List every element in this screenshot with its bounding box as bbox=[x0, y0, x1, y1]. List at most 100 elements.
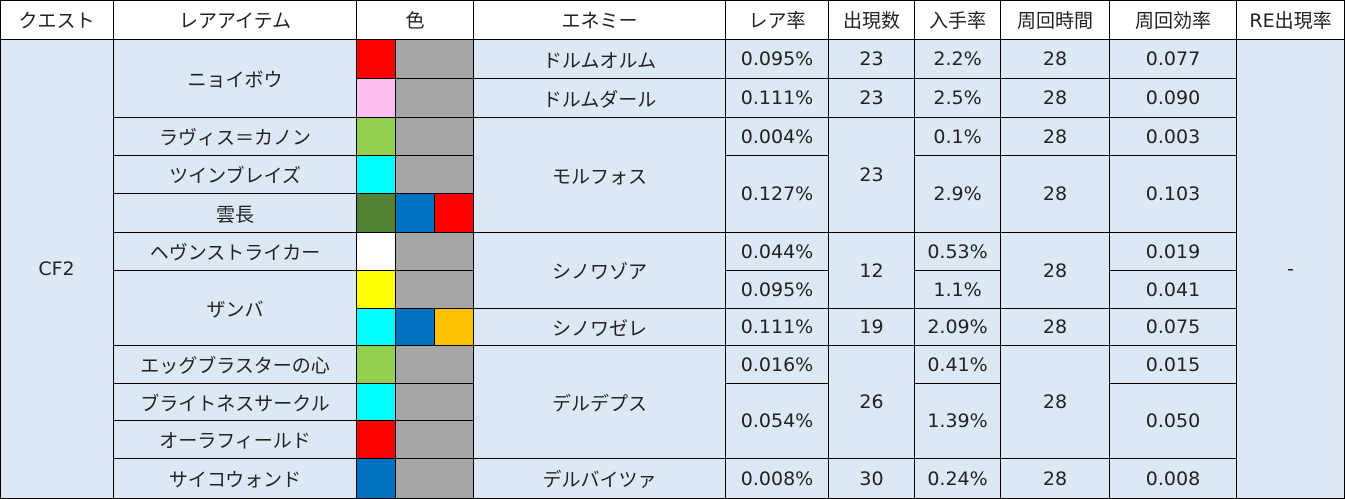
item-cell: ブライトネスサークル bbox=[114, 384, 357, 421]
color-swatch-blue bbox=[396, 309, 435, 346]
color-swatch-light-green bbox=[357, 118, 396, 156]
loop-time-cell: 28 bbox=[1001, 233, 1110, 309]
efficiency-cell: 0.003 bbox=[1110, 118, 1237, 156]
spawn-count-cell: 26 bbox=[829, 346, 915, 459]
color-swatch-gray bbox=[396, 156, 474, 194]
header-color: 色 bbox=[357, 0, 474, 40]
color-swatch-blue bbox=[396, 194, 435, 233]
item-cell: ザンバ bbox=[114, 271, 357, 346]
header-spawn-count: 出現数 bbox=[829, 0, 915, 40]
rare-rate-cell: 0.095% bbox=[726, 40, 829, 79]
obtain-rate-cell: 2.5% bbox=[915, 79, 1001, 118]
obtain-rate-cell: 0.53% bbox=[915, 233, 1001, 271]
rare-rate-cell: 0.054% bbox=[726, 384, 829, 459]
rare-rate-cell: 0.095% bbox=[726, 271, 829, 309]
rare-rate-cell: 0.111% bbox=[726, 309, 829, 346]
item-cell: ヘヴンストライカー bbox=[114, 233, 357, 271]
loop-time-cell: 28 bbox=[1001, 118, 1110, 156]
header-loop-efficiency: 周回効率 bbox=[1110, 0, 1237, 40]
color-swatch-dark-green bbox=[357, 194, 396, 233]
quest-cell: CF2 bbox=[0, 40, 114, 499]
item-cell: オーラフィールド bbox=[114, 421, 357, 459]
header-re-rate: RE出現率 bbox=[1237, 0, 1345, 40]
enemy-cell: モルフォス bbox=[474, 118, 726, 233]
loop-time-cell: 28 bbox=[1001, 79, 1110, 118]
obtain-rate-cell: 0.1% bbox=[915, 118, 1001, 156]
color-swatch-cyan bbox=[357, 384, 396, 421]
color-swatch-light-green bbox=[357, 346, 396, 384]
obtain-rate-cell: 1.39% bbox=[915, 384, 1001, 459]
loop-time-cell: 28 bbox=[1001, 459, 1110, 499]
obtain-rate-cell: 0.41% bbox=[915, 346, 1001, 384]
color-swatch-cyan bbox=[357, 309, 396, 346]
color-swatch-gray bbox=[396, 421, 474, 459]
spawn-count-cell: 12 bbox=[829, 233, 915, 309]
obtain-rate-cell: 2.9% bbox=[915, 156, 1001, 233]
color-swatch-gray bbox=[396, 459, 474, 499]
color-swatch-gray bbox=[396, 346, 474, 384]
re-rate-cell: - bbox=[1237, 40, 1345, 499]
spawn-count-cell: 30 bbox=[829, 459, 915, 499]
color-swatch-gray bbox=[396, 118, 474, 156]
item-cell: ラヴィス＝カノン bbox=[114, 118, 357, 156]
color-swatch-gray bbox=[396, 40, 474, 79]
efficiency-cell: 0.077 bbox=[1110, 40, 1237, 79]
efficiency-cell: 0.019 bbox=[1110, 233, 1237, 271]
color-swatch-white bbox=[357, 233, 396, 271]
color-swatch-orange bbox=[435, 309, 474, 346]
efficiency-cell: 0.075 bbox=[1110, 309, 1237, 346]
obtain-rate-cell: 2.09% bbox=[915, 309, 1001, 346]
header-enemy: エネミー bbox=[474, 0, 726, 40]
efficiency-cell: 0.103 bbox=[1110, 156, 1237, 233]
header-quest: クエスト bbox=[0, 0, 114, 40]
color-swatch-gray bbox=[396, 79, 474, 118]
obtain-rate-cell: 2.2% bbox=[915, 40, 1001, 79]
rare-rate-cell: 0.004% bbox=[726, 118, 829, 156]
color-swatch-gray bbox=[396, 384, 474, 421]
loop-time-cell: 28 bbox=[1001, 346, 1110, 459]
item-cell: サイコウォンド bbox=[114, 459, 357, 499]
enemy-cell: ドルムダール bbox=[474, 79, 726, 118]
color-swatch-yellow bbox=[357, 271, 396, 309]
color-swatch-gray bbox=[396, 271, 474, 309]
enemy-cell: シノワゾア bbox=[474, 233, 726, 309]
color-swatch-red bbox=[357, 40, 396, 79]
header-rare-item: レアアイテム bbox=[114, 0, 357, 40]
rare-rate-cell: 0.127% bbox=[726, 156, 829, 233]
color-swatch-blue bbox=[357, 459, 396, 499]
spawn-count-cell: 23 bbox=[829, 79, 915, 118]
efficiency-cell: 0.090 bbox=[1110, 79, 1237, 118]
item-cell: 雲長 bbox=[114, 194, 357, 233]
rare-rate-cell: 0.111% bbox=[726, 79, 829, 118]
loop-time-cell: 28 bbox=[1001, 309, 1110, 346]
color-swatch-pink bbox=[357, 79, 396, 118]
rare-rate-cell: 0.008% bbox=[726, 459, 829, 499]
rare-rate-cell: 0.016% bbox=[726, 346, 829, 384]
color-swatch-gray bbox=[396, 233, 474, 271]
loop-time-cell: 28 bbox=[1001, 40, 1110, 79]
obtain-rate-cell: 1.1% bbox=[915, 271, 1001, 309]
efficiency-cell: 0.041 bbox=[1110, 271, 1237, 309]
header-rare-rate: レア率 bbox=[726, 0, 829, 40]
item-cell: エッグブラスターの心 bbox=[114, 346, 357, 384]
spawn-count-cell: 23 bbox=[829, 40, 915, 79]
enemy-cell: デルバイツァ bbox=[474, 459, 726, 499]
item-cell: ツインブレイズ bbox=[114, 156, 357, 194]
efficiency-cell: 0.008 bbox=[1110, 459, 1237, 499]
rare-rate-cell: 0.044% bbox=[726, 233, 829, 271]
color-swatch-red bbox=[435, 194, 474, 233]
header-loop-time: 周回時間 bbox=[1001, 0, 1110, 40]
efficiency-cell: 0.015 bbox=[1110, 346, 1237, 384]
item-cell: ニョイボウ bbox=[114, 40, 357, 118]
loop-time-cell: 28 bbox=[1001, 156, 1110, 233]
enemy-cell: ドルムオルム bbox=[474, 40, 726, 79]
color-swatch-cyan bbox=[357, 156, 396, 194]
header-obtain-rate: 入手率 bbox=[915, 0, 1001, 40]
enemy-cell: デルデプス bbox=[474, 346, 726, 459]
spawn-count-cell: 23 bbox=[829, 118, 915, 233]
obtain-rate-cell: 0.24% bbox=[915, 459, 1001, 499]
color-swatch-red bbox=[357, 421, 396, 459]
efficiency-cell: 0.050 bbox=[1110, 384, 1237, 459]
spawn-count-cell: 19 bbox=[829, 309, 915, 346]
